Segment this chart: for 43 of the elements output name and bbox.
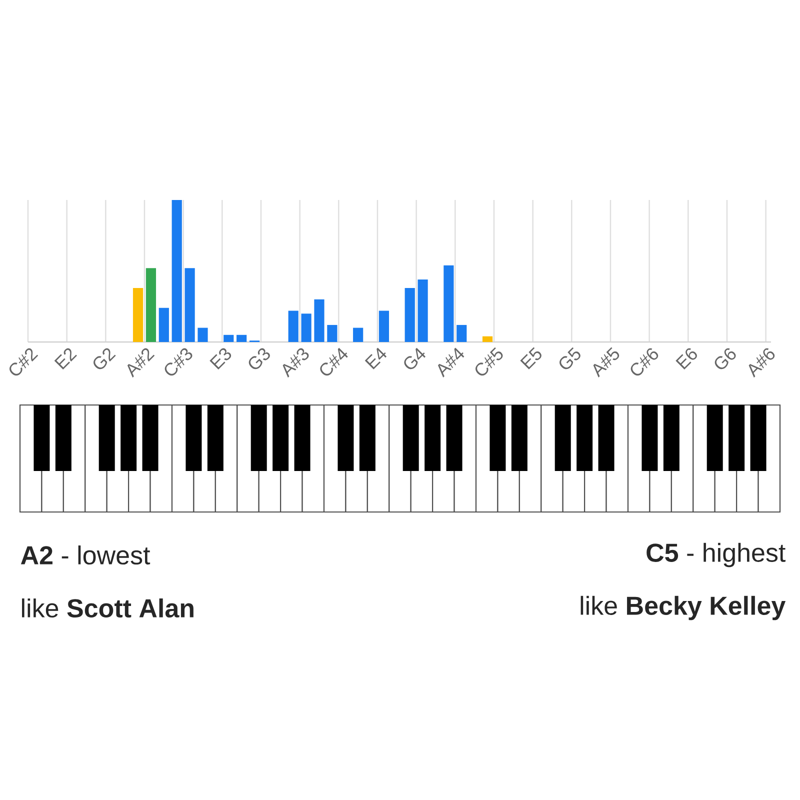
bar	[456, 324, 467, 342]
x-tick-label: G6	[714, 348, 736, 370]
x-tick-label: A#2	[127, 348, 155, 378]
x-tick-label: G3	[248, 348, 270, 370]
bar	[482, 336, 493, 342]
x-tick-label: A#4	[438, 348, 464, 378]
x-tick-label: A#3	[282, 348, 309, 378]
bar	[353, 328, 364, 342]
bar	[146, 268, 156, 342]
x-tick-label: A#6	[748, 348, 775, 378]
bar	[172, 200, 182, 342]
x-tick-label: G2	[94, 348, 116, 370]
x-tick-label: E4	[364, 348, 387, 370]
bar	[404, 288, 415, 342]
bar	[301, 314, 312, 342]
bar	[236, 334, 247, 342]
x-tick-label: E6	[676, 348, 697, 370]
text: like Becky Kelley	[580, 596, 786, 620]
bar	[158, 308, 169, 342]
bar	[184, 268, 195, 342]
x-tick-label: E2	[54, 348, 77, 370]
x-tick-label: G5	[560, 347, 580, 370]
bar	[418, 280, 428, 342]
bar	[327, 324, 338, 342]
x-tick-label: C#2	[10, 348, 38, 376]
x-tick-label: A#5	[593, 347, 620, 378]
x-tick-label: E3	[210, 348, 232, 370]
bar	[288, 310, 298, 342]
bar	[132, 288, 144, 342]
x-tick-label: C#5	[475, 347, 503, 376]
bar	[378, 310, 390, 342]
text: like Scott Alan	[22, 598, 194, 618]
bar	[314, 299, 324, 342]
x-tick-label: E5	[520, 347, 542, 370]
bar	[444, 265, 454, 342]
x-tick-label: C#6	[630, 348, 658, 376]
text: C5 - highest	[646, 542, 786, 568]
text: A2 - lowest	[20, 545, 150, 565]
x-tick-label: C#4	[320, 348, 348, 376]
bar	[198, 328, 208, 342]
bar	[224, 334, 234, 342]
x-tick-label: G4	[404, 348, 426, 370]
x-tick-label: C#3	[164, 348, 192, 376]
